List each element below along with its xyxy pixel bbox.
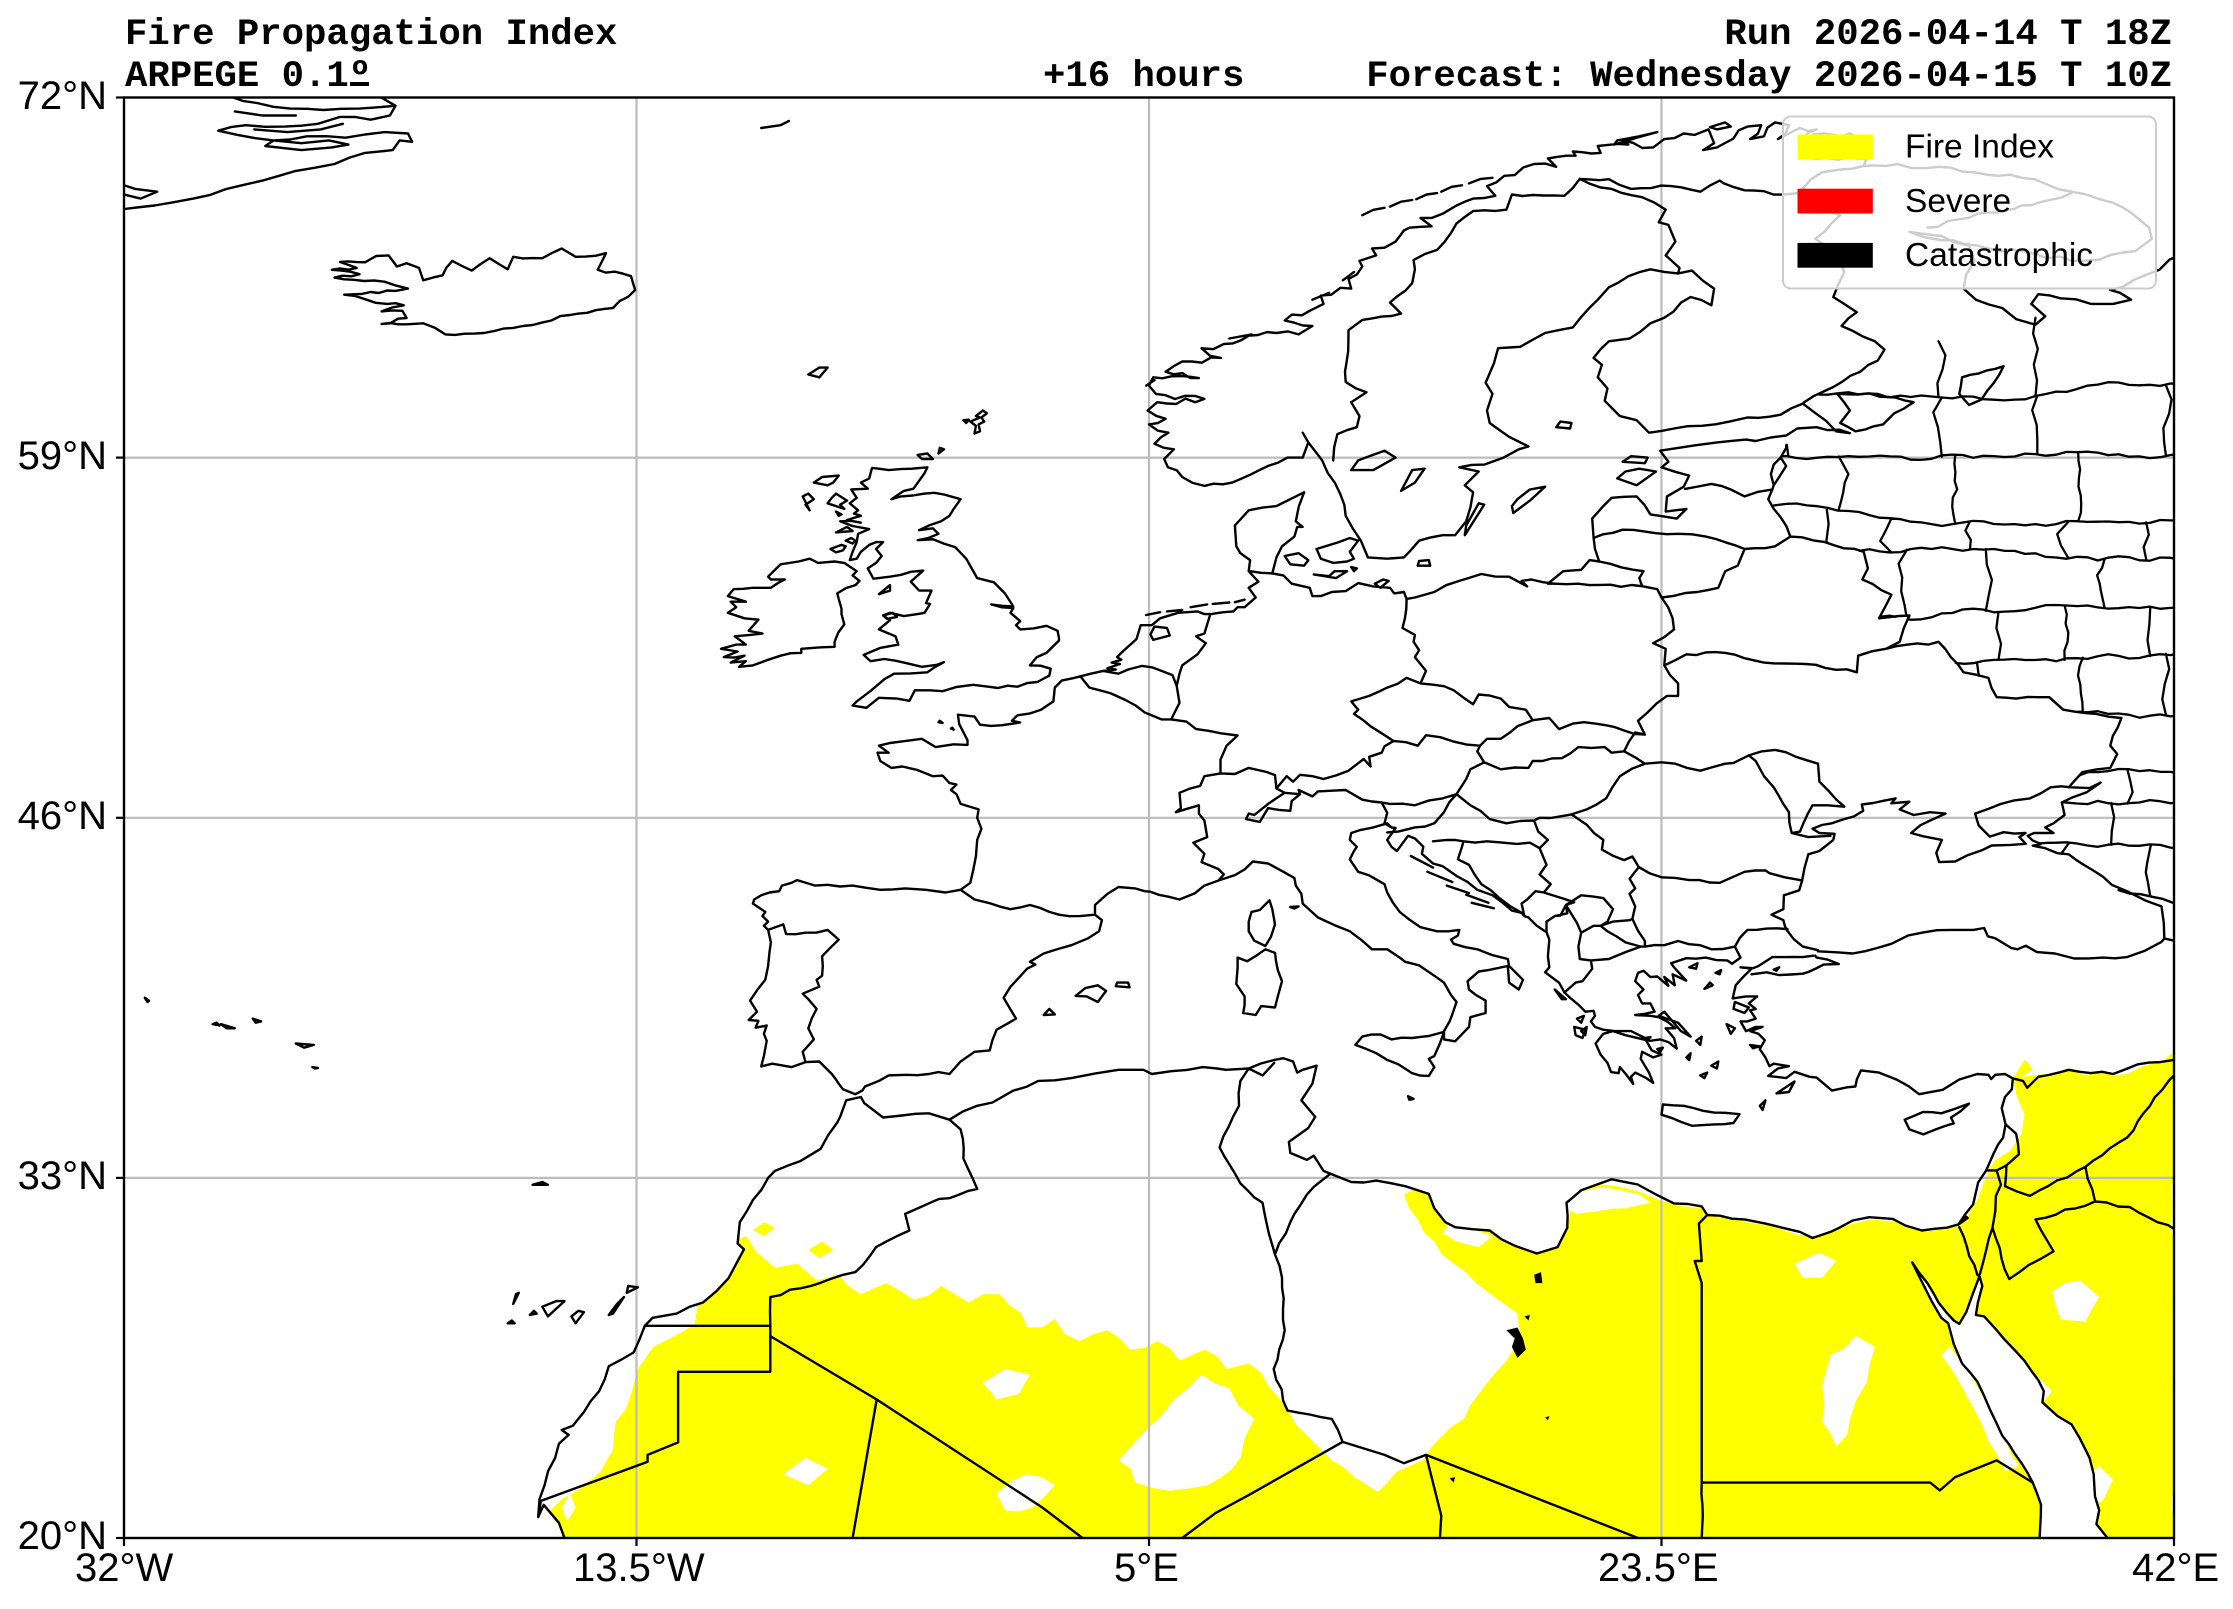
svg-text:Catastrophic: Catastrophic: [1905, 237, 2093, 274]
svg-text:Severe: Severe: [1905, 183, 2011, 220]
svg-text:Fire Index: Fire Index: [1905, 129, 2054, 166]
